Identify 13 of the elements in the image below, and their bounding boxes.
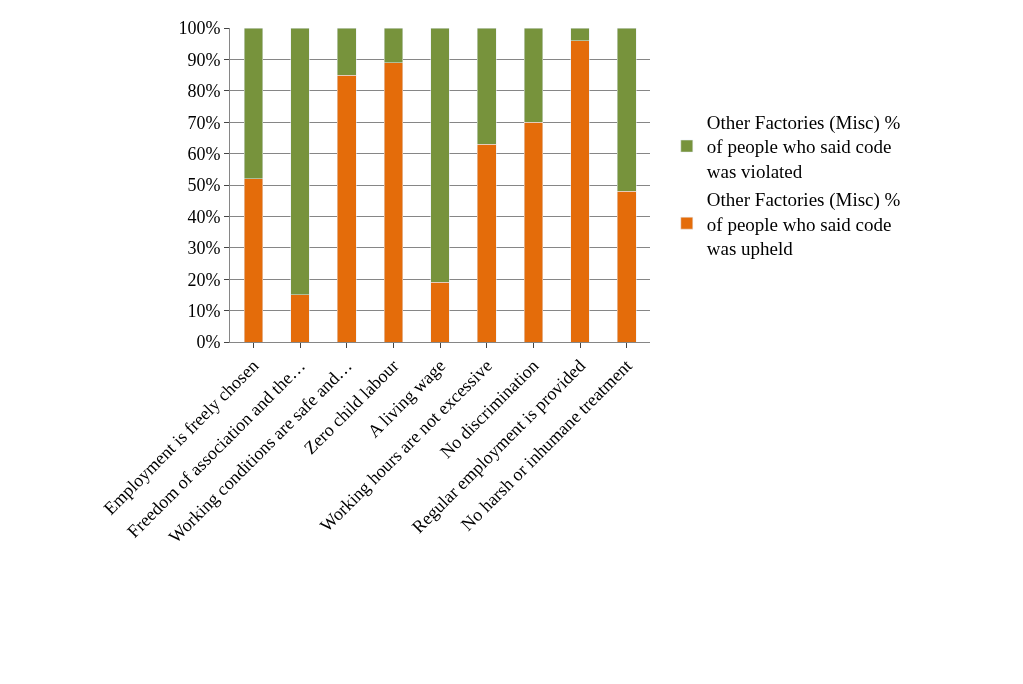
y-tick-label: 0% — [196, 332, 221, 353]
legend-label: Other Factories (Misc) % of people who said code was violated — [706, 111, 901, 183]
y-tick-label: 70% — [187, 112, 221, 133]
y-tick-label: 40% — [187, 206, 221, 227]
y-tick-label: 90% — [187, 49, 221, 70]
y-tick-label: 80% — [187, 81, 221, 102]
y-tick-label: 10% — [187, 300, 221, 321]
y-tick-label: 60% — [187, 143, 221, 164]
y-tick-label: 20% — [187, 269, 221, 290]
legend-label: Other Factories (Misc) % of people who said code was upheld — [706, 188, 901, 260]
y-tick-label: 50% — [187, 175, 221, 196]
y-tick-label: 30% — [187, 238, 221, 259]
y-tick-label: 100% — [178, 18, 221, 39]
